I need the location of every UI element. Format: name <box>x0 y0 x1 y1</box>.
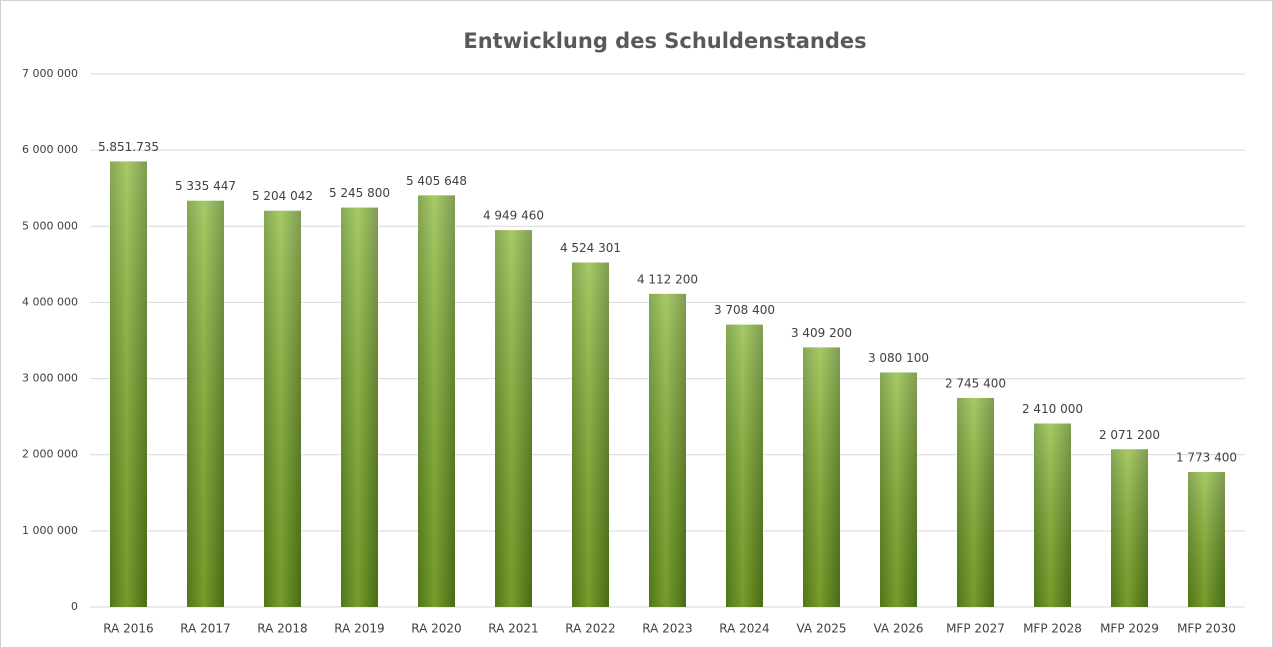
chart-title: Entwicklung des Schuldenstandes <box>463 29 866 53</box>
bar <box>187 200 224 607</box>
x-tick-label: RA 2020 <box>411 622 461 636</box>
bar <box>649 293 686 607</box>
x-tick-label: RA 2022 <box>565 622 615 636</box>
x-tick-label: RA 2021 <box>488 622 538 636</box>
data-label: 3 080 100 <box>868 351 929 365</box>
data-label: 5 405 648 <box>406 174 467 188</box>
data-label: 5 204 042 <box>252 189 313 203</box>
data-label: 3 409 200 <box>791 326 852 340</box>
bar <box>495 230 532 607</box>
bar <box>1188 471 1225 607</box>
y-tick-label: 5 000 000 <box>22 219 78 232</box>
y-tick-label: 0 <box>71 600 78 613</box>
data-label: 5 335 447 <box>175 179 236 193</box>
x-tick-label: VA 2026 <box>873 622 923 636</box>
data-label: 4 949 460 <box>483 209 544 223</box>
bar <box>110 161 147 607</box>
y-tick-label: 3 000 000 <box>22 372 78 385</box>
x-tick-label: RA 2018 <box>257 622 307 636</box>
y-tick-label: 6 000 000 <box>22 143 78 156</box>
bar <box>418 195 455 608</box>
data-label: 3 708 400 <box>714 303 775 317</box>
y-tick-label: 1 000 000 <box>22 524 78 537</box>
x-tick-label: MFP 2030 <box>1177 622 1236 636</box>
bar <box>880 372 917 607</box>
data-label: 5 245 800 <box>329 186 390 200</box>
data-label: 4 112 200 <box>637 272 698 286</box>
y-tick-label: 7 000 000 <box>22 67 78 80</box>
y-tick-label: 2 000 000 <box>22 448 78 461</box>
x-tick-label: RA 2016 <box>103 622 153 636</box>
data-label: 1 773 400 <box>1176 450 1237 464</box>
x-tick-label: RA 2024 <box>719 622 769 636</box>
x-tick-label: RA 2019 <box>334 622 384 636</box>
bar <box>1111 449 1148 607</box>
data-label: 2 745 400 <box>945 376 1006 390</box>
bar <box>572 262 609 607</box>
x-tick-label: MFP 2029 <box>1100 622 1159 636</box>
x-tick-label: MFP 2028 <box>1023 622 1082 636</box>
bar <box>726 324 763 607</box>
x-tick-label: RA 2017 <box>180 622 230 636</box>
bar <box>264 210 301 607</box>
data-label: 2 071 200 <box>1099 428 1160 442</box>
x-tick-label: RA 2023 <box>642 622 692 636</box>
data-label: 4 524 301 <box>560 241 621 255</box>
bar <box>803 347 840 607</box>
data-label: 2 410 000 <box>1022 402 1083 416</box>
x-tick-label: MFP 2027 <box>946 622 1005 636</box>
y-tick-label: 4 000 000 <box>22 295 78 308</box>
bar <box>1034 423 1071 607</box>
data-label: 5.851.735 <box>98 140 159 154</box>
bar <box>957 397 994 607</box>
bar <box>341 207 378 607</box>
x-tick-label: VA 2025 <box>796 622 846 636</box>
